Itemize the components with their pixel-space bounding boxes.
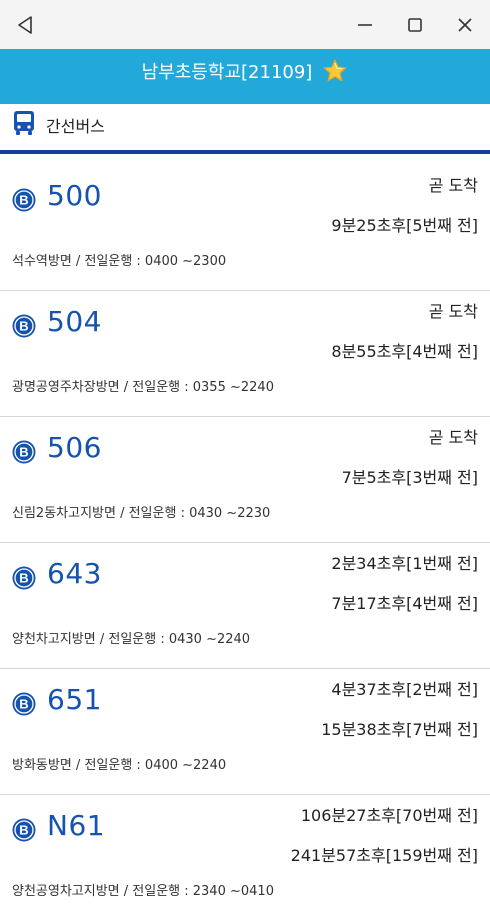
svg-text:B: B — [19, 319, 28, 334]
star-icon[interactable] — [322, 58, 348, 84]
arrival-first: 2분34초후[1번째 전] — [331, 554, 478, 573]
arrival-first: 곧 도착 — [428, 428, 478, 447]
route-info: 방화동방면 / 전일운행 : 0400 ~2240 — [12, 758, 227, 773]
route-number: 504 — [47, 305, 102, 338]
back-triangle-icon[interactable] — [10, 10, 40, 40]
bus-badge-icon: B — [12, 314, 36, 338]
bus-row[interactable]: B 643 2분34초후[1번째 전] 7분17초후[4번째 전] 양천차고지방… — [0, 543, 490, 669]
bus-row[interactable]: B 500 곧 도착 9분25초후[5번째 전] 석수역방면 / 전일운행 : … — [0, 165, 490, 291]
bus-row[interactable]: B 504 곧 도착 8분55초후[4번째 전] 광명공영주차장방면 / 전일운… — [0, 291, 490, 417]
maximize-icon[interactable] — [400, 10, 430, 40]
arrival-first: 106분27초후[70번째 전] — [300, 806, 478, 825]
bus-list: B 500 곧 도착 9분25초후[5번째 전] 석수역방면 / 전일운행 : … — [0, 165, 490, 920]
category-header: 간선버스 — [0, 104, 490, 152]
arrival-second: 241분57초후[159번째 전] — [290, 846, 478, 865]
category-divider — [0, 150, 490, 154]
route-number: N61 — [47, 809, 106, 842]
route-info: 신림2동차고지방면 / 전일운행 : 0430 ~2230 — [12, 506, 271, 521]
bus-badge-icon: B — [12, 188, 36, 212]
app-header: 남부초등학교[21109] — [0, 49, 490, 104]
route-number: 643 — [47, 557, 102, 590]
arrival-second: 7분17초후[4번째 전] — [331, 594, 478, 613]
bus-badge-icon: B — [12, 818, 36, 842]
route-info: 양천차고지방면 / 전일운행 : 0430 ~2240 — [12, 632, 251, 647]
bus-badge-icon: B — [12, 692, 36, 716]
route-info: 양천공영차고지방면 / 전일운행 : 2340 ~0410 — [12, 884, 274, 899]
window-titlebar — [0, 0, 490, 49]
category-label: 간선버스 — [46, 117, 105, 136]
bus-badge-icon: B — [12, 440, 36, 464]
route-info: 석수역방면 / 전일운행 : 0400 ~2300 — [12, 254, 227, 269]
route-info: 광명공영주차장방면 / 전일운행 : 0355 ~2240 — [12, 380, 274, 395]
bus-icon — [14, 111, 34, 135]
svg-text:B: B — [19, 571, 28, 586]
route-number: 506 — [47, 431, 102, 464]
route-number: 500 — [47, 179, 102, 212]
bus-row[interactable]: B N61 106분27초후[70번째 전] 241분57초후[159번째 전]… — [0, 795, 490, 920]
bus-row[interactable]: B 651 4분37초후[2번째 전] 15분38초후[7번째 전] 방화동방면… — [0, 669, 490, 795]
minimize-icon[interactable] — [350, 10, 380, 40]
page-title: 남부초등학교[21109] — [141, 62, 313, 83]
arrival-second: 9분25초후[5번째 전] — [331, 216, 478, 235]
svg-text:B: B — [19, 823, 28, 838]
arrival-first: 곧 도착 — [428, 302, 478, 321]
bus-row[interactable]: B 506 곧 도착 7분5초후[3번째 전] 신림2동차고지방면 / 전일운행… — [0, 417, 490, 543]
close-icon[interactable] — [450, 10, 480, 40]
route-number: 651 — [47, 683, 102, 716]
arrival-first: 4분37초후[2번째 전] — [331, 680, 478, 699]
arrival-second: 15분38초후[7번째 전] — [321, 720, 478, 739]
svg-text:B: B — [19, 445, 28, 460]
svg-text:B: B — [19, 697, 28, 712]
bus-badge-icon: B — [12, 566, 36, 590]
arrival-first: 곧 도착 — [428, 176, 478, 195]
svg-text:B: B — [19, 193, 28, 208]
arrival-second: 7분5초후[3번째 전] — [341, 468, 478, 487]
header-title-container: 남부초등학교[21109] — [0, 49, 490, 93]
arrival-second: 8분55초후[4번째 전] — [331, 342, 478, 361]
